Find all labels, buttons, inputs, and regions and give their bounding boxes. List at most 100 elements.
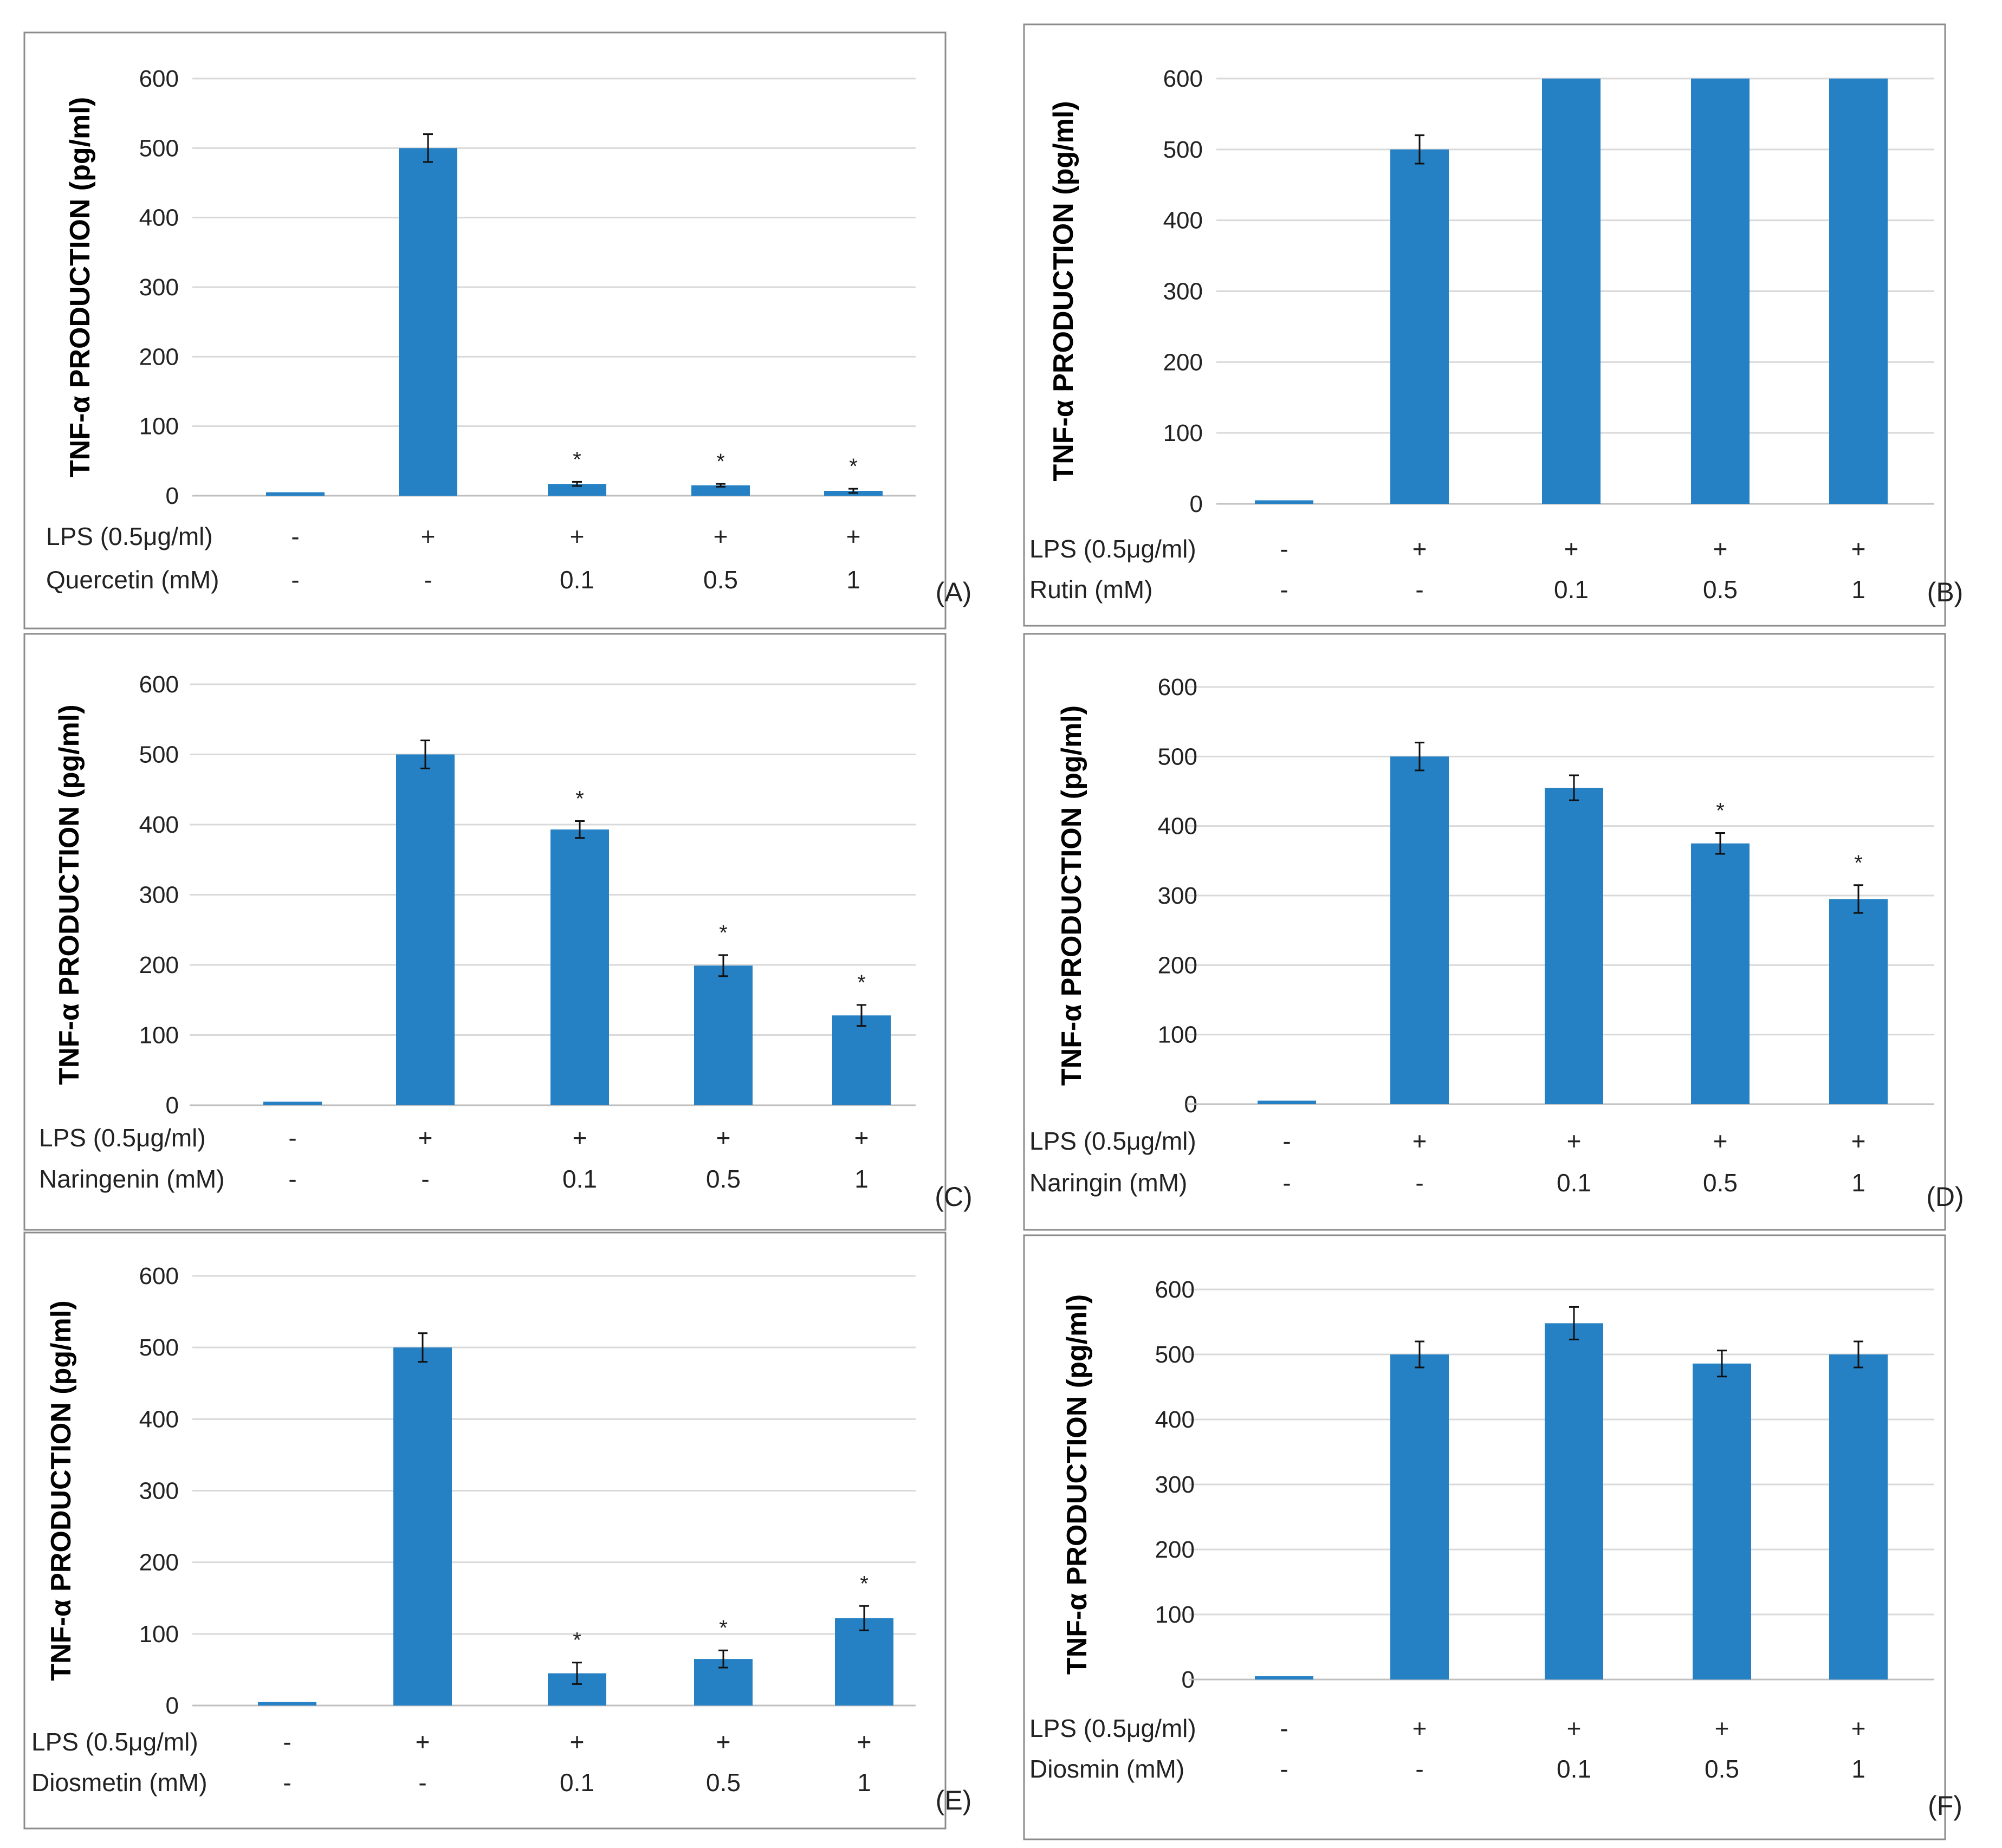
row-label: LPS (0.5μg/ml): [39, 1124, 206, 1152]
row-value: -: [283, 1768, 291, 1797]
bar-5: [1829, 1354, 1888, 1680]
row-value: 0.1: [560, 1768, 594, 1797]
y-axis-title: TNF-α PRODUCTION (pg/ml): [64, 97, 96, 477]
row-value: -: [1280, 575, 1288, 604]
panel-frame: [23, 633, 947, 1231]
y-tick-label: 400: [1158, 813, 1197, 840]
y-tick-label: 200: [1155, 1536, 1195, 1563]
y-tick-label: 100: [139, 1621, 179, 1648]
y-tick-label: 500: [139, 135, 179, 161]
error-bar-2: [420, 740, 430, 769]
row-value: -: [291, 566, 299, 594]
row-value: 0.1: [1557, 1169, 1591, 1197]
row-value: 0.1: [560, 566, 594, 594]
bar-1: [263, 1101, 322, 1105]
row-value: +: [418, 1124, 433, 1152]
row-value: +: [716, 1124, 731, 1152]
row-value: +: [1413, 1127, 1427, 1155]
error-bar-2: [1415, 134, 1424, 165]
row-label: LPS (0.5μg/ml): [1029, 1127, 1196, 1155]
row-value: -: [424, 566, 432, 594]
y-tick-label: 200: [1163, 349, 1203, 375]
row-value: +: [1413, 535, 1427, 563]
row-value: +: [1715, 1714, 1729, 1742]
y-tick-label: 400: [139, 205, 179, 231]
row-value: -: [288, 1124, 296, 1152]
row-label: Naringenin (mM): [39, 1165, 225, 1193]
error-bar-4: [1717, 1350, 1727, 1378]
row-value: +: [570, 522, 585, 550]
significance-mark-3: *: [575, 787, 584, 811]
error-bar-4: [718, 954, 728, 977]
bar-5: [835, 1618, 893, 1706]
bar-3: [1542, 79, 1601, 504]
y-tick-label: 600: [139, 66, 179, 92]
bar-4: [1691, 843, 1750, 1104]
y-tick-label: 400: [139, 1406, 179, 1432]
bar-3: [548, 484, 606, 496]
y-tick-label: 500: [1163, 137, 1203, 163]
bar-4: [691, 485, 750, 496]
row-value: 0.5: [1703, 1169, 1738, 1197]
row-value: -: [1280, 535, 1288, 563]
bar-5: [1829, 79, 1888, 504]
row-value: -: [421, 1165, 429, 1193]
bar-4: [694, 965, 753, 1105]
bar-2: [1390, 149, 1449, 504]
row-value: 0.1: [562, 1165, 597, 1193]
y-tick-label: 500: [1158, 743, 1197, 770]
y-tick-label: 300: [1158, 883, 1197, 909]
y-tick-label: 400: [1163, 208, 1203, 234]
y-axis-title: TNF-α PRODUCTION (pg/ml): [54, 704, 85, 1085]
row-value: +: [1713, 1127, 1728, 1155]
error-bar-5: [848, 488, 858, 494]
row-value: -: [288, 1165, 296, 1193]
significance-mark-3: *: [573, 1629, 581, 1652]
panel-label: (C): [935, 1182, 972, 1212]
bar-5: [832, 1015, 891, 1105]
row-value: 0.5: [1703, 575, 1738, 604]
row-value: 1: [857, 1768, 871, 1797]
row-value: +: [1851, 535, 1866, 563]
y-tick-label: 200: [1158, 952, 1197, 978]
panel-label: (E): [936, 1785, 972, 1815]
y-axis-title: TNF-α PRODUCTION (pg/ml): [46, 1300, 77, 1681]
row-value: +: [421, 522, 436, 550]
row-value: 0.5: [1705, 1755, 1739, 1783]
significance-mark-4: *: [719, 1616, 728, 1640]
y-tick-label: 100: [1163, 420, 1203, 446]
bar-5: [1829, 899, 1888, 1104]
bar-2: [399, 148, 457, 496]
y-tick-label: 600: [1155, 1276, 1195, 1303]
bar-2: [1390, 1354, 1449, 1680]
row-value: +: [1567, 1714, 1582, 1742]
row-label: Naringin (mM): [1029, 1169, 1187, 1197]
error-bar-4: [718, 1649, 728, 1669]
bar-1: [1258, 1100, 1316, 1104]
significance-mark-5: *: [1854, 851, 1863, 875]
bar-2: [1390, 756, 1449, 1104]
error-bar-5: [857, 1004, 866, 1027]
row-value: -: [1280, 1714, 1288, 1742]
row-value: +: [570, 1728, 585, 1756]
row-value: +: [714, 522, 728, 550]
row-value: +: [846, 522, 861, 550]
row-value: 1: [1851, 1169, 1865, 1197]
y-tick-label: 300: [1163, 278, 1203, 305]
row-value: -: [291, 522, 299, 550]
y-tick-label: 300: [1155, 1471, 1195, 1498]
error-bar-4: [1715, 832, 1725, 855]
bar-1: [1255, 500, 1313, 504]
row-label: LPS (0.5μg/ml): [31, 1728, 198, 1756]
row-value: -: [1282, 1127, 1291, 1155]
row-value: -: [1280, 1755, 1288, 1783]
row-label: LPS (0.5μg/ml): [1029, 535, 1196, 563]
panel-label: (F): [1928, 1791, 1962, 1821]
row-label: Diosmetin (mM): [31, 1768, 208, 1797]
row-value: +: [1413, 1714, 1427, 1742]
y-tick-label: 200: [139, 343, 179, 370]
row-value: +: [857, 1728, 872, 1756]
y-tick-label: 0: [166, 483, 179, 509]
row-value: -: [1415, 1755, 1423, 1783]
significance-mark-4: *: [716, 450, 725, 474]
